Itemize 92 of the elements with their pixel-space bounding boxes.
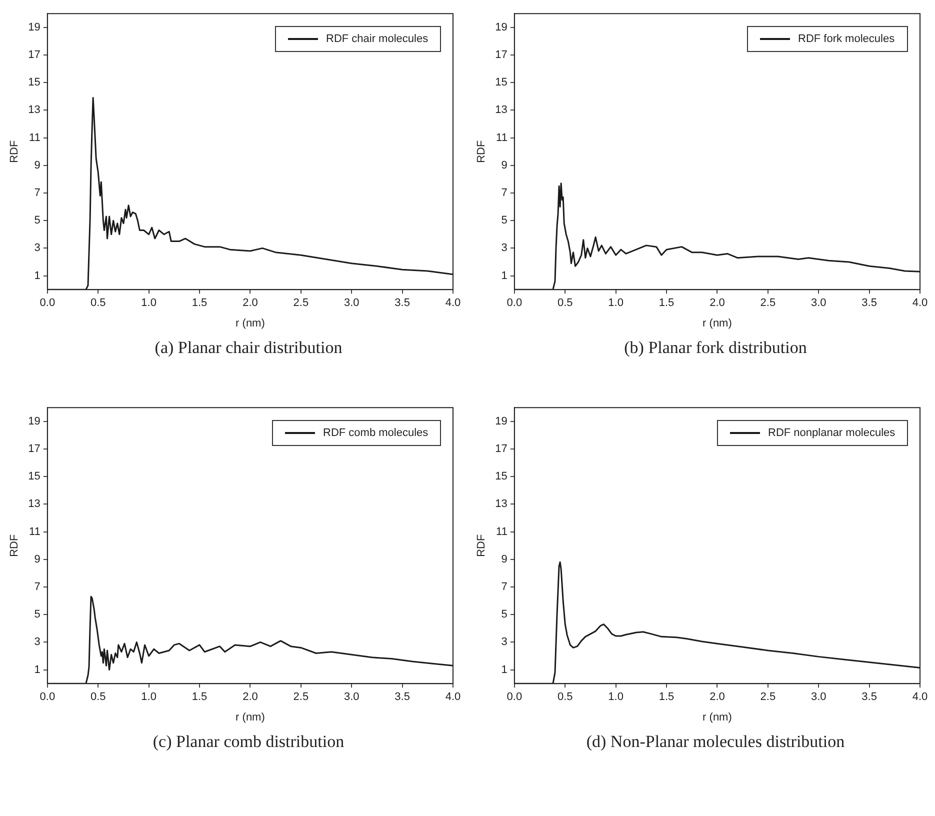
x-tick-label: 3.5: [862, 297, 877, 310]
x-tick-label: 3.0: [344, 297, 360, 310]
y-tick-label: 13: [28, 498, 40, 510]
y-tick-label: 1: [34, 270, 40, 282]
y-tick-label: 11: [496, 526, 508, 538]
x-tick-label: 0.5: [557, 297, 573, 310]
y-tick-label: 15: [495, 470, 508, 483]
x-tick-label: 1.5: [658, 297, 674, 310]
x-tick-label: 0.0: [506, 691, 522, 704]
x-tick-label: 1.0: [141, 691, 156, 704]
y-tick-label: 9: [501, 159, 508, 172]
x-tick-label: 4.0: [445, 297, 461, 310]
legend-label: RDF fork molecules: [798, 32, 895, 45]
y-tick-label: 1: [501, 664, 508, 676]
x-axis-title: r (nm): [236, 711, 265, 724]
y-tick-label: 11: [496, 132, 508, 144]
x-tick-label: 3.5: [862, 691, 877, 704]
legend-label: RDF comb molecules: [323, 426, 428, 439]
y-tick-label: 9: [501, 553, 508, 566]
x-tick-label: 1.0: [141, 297, 156, 310]
y-tick-label: 7: [501, 187, 508, 200]
x-tick-label: 0.5: [90, 691, 106, 704]
x-tick-label: 3.0: [810, 297, 826, 310]
x-tick-label: 2.0: [710, 691, 725, 704]
y-tick-label: 19: [495, 21, 508, 34]
x-tick-label: 0.0: [40, 297, 56, 310]
x-tick-label: 3.5: [394, 297, 410, 310]
y-tick-label: 13: [28, 104, 40, 116]
text: (c) Planar comb distribution: [152, 732, 346, 752]
x-axis-title: r (nm): [702, 711, 732, 724]
y-tick-label: 13: [495, 104, 508, 116]
y-tick-label: 5: [34, 608, 40, 621]
x-tick-label: 1.0: [608, 691, 624, 704]
y-tick-label: 17: [28, 443, 40, 456]
y-tick-label: 11: [29, 526, 40, 538]
y-tick-label: 17: [495, 443, 508, 456]
x-tick-label: 1.5: [658, 691, 674, 704]
y-tick-label: 13: [495, 498, 508, 510]
y-tick-label: 7: [34, 581, 40, 594]
x-tick-label: 3.0: [344, 691, 360, 704]
x-tick-label: 2.5: [760, 691, 776, 704]
x-tick-label: 2.5: [760, 297, 776, 310]
x-tick-label: 0.5: [90, 297, 106, 310]
y-tick-label: 7: [34, 187, 40, 200]
legend-label: RDF chair molecules: [326, 32, 428, 45]
x-axis-title: r (nm): [236, 317, 265, 330]
y-tick-label: 15: [495, 76, 508, 89]
legend-label: RDF nonplanar molecules: [768, 426, 896, 439]
x-tick-label: 0.5: [557, 691, 573, 704]
x-tick-label: 2.0: [242, 297, 258, 310]
x-tick-label: 0.0: [506, 297, 522, 310]
y-tick-label: 5: [501, 214, 508, 227]
x-tick-label: 0.0: [40, 691, 56, 704]
x-tick-label: 3.0: [810, 691, 826, 704]
x-tick-label: 4.0: [912, 691, 928, 704]
y-tick-label: 19: [28, 21, 40, 34]
y-tick-label: 1: [501, 270, 508, 282]
y-tick-label: 3: [501, 636, 508, 648]
text: (a) Planar chair distribution: [154, 338, 344, 358]
y-tick-label: 1: [34, 664, 40, 676]
x-tick-label: 2.5: [293, 691, 309, 704]
y-tick-label: 5: [34, 214, 40, 227]
text: (d) Non-Planar molecules distribution: [585, 732, 846, 752]
x-tick-label: 1.0: [608, 297, 624, 310]
x-tick-label: 2.0: [242, 691, 258, 704]
y-axis-title: RDF: [8, 534, 21, 557]
x-tick-label: 3.5: [394, 691, 410, 704]
x-tick-label: 4.0: [445, 691, 461, 704]
x-tick-label: 1.5: [192, 691, 208, 704]
y-tick-label: 17: [28, 49, 40, 62]
y-tick-label: 17: [495, 49, 508, 62]
y-axis-title: RDF: [476, 534, 488, 557]
y-tick-label: 7: [501, 581, 508, 594]
x-tick-label: 2.5: [293, 297, 309, 310]
y-axis-title: RDF: [8, 140, 21, 163]
y-tick-label: 9: [34, 159, 40, 172]
y-tick-label: 9: [34, 553, 40, 566]
x-axis-title: r (nm): [702, 317, 732, 330]
x-tick-label: 2.0: [710, 297, 725, 310]
x-tick-label: 1.5: [192, 297, 208, 310]
y-tick-label: 15: [28, 76, 40, 89]
y-tick-label: 3: [501, 242, 508, 254]
y-tick-label: 15: [28, 470, 40, 483]
y-tick-label: 19: [28, 415, 40, 428]
y-tick-label: 3: [34, 242, 40, 254]
text: (b) Planar fork distribution: [623, 338, 808, 358]
y-tick-label: 3: [34, 636, 40, 648]
y-axis-title: RDF: [476, 140, 488, 163]
y-tick-label: 5: [501, 608, 508, 621]
x-tick-label: 4.0: [912, 297, 928, 310]
y-tick-label: 19: [495, 415, 508, 428]
y-tick-label: 11: [29, 132, 40, 144]
